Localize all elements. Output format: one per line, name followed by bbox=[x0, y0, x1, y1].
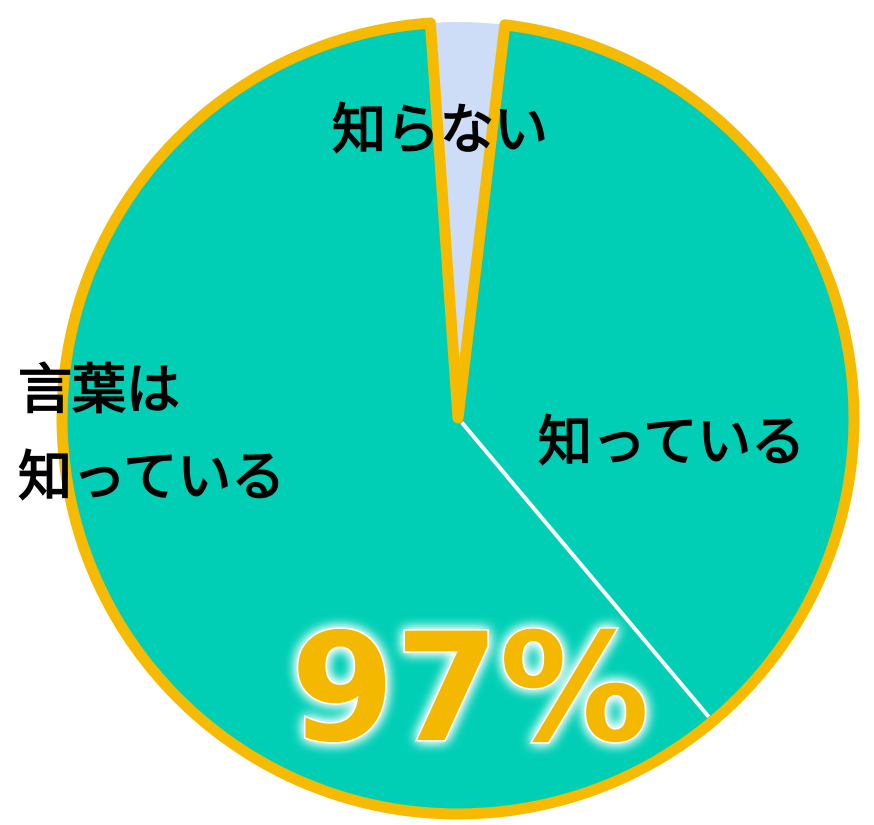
slice-label-kotoba-wa-line-2: 知っている bbox=[18, 445, 285, 508]
pie-slice-shitteiru bbox=[61, 22, 713, 814]
pie-slice-shiranai bbox=[430, 22, 505, 419]
slice-label-shitteiru: 知っている bbox=[538, 410, 805, 473]
percent-annotation: 97% bbox=[290, 602, 649, 776]
slice-label-kotoba-wa-shitteiru: 言葉は 知っている bbox=[18, 358, 285, 508]
pie-slice-kotoba-wa-shitteiru bbox=[458, 24, 854, 722]
slice-label-shiranai: 知らない bbox=[332, 98, 548, 161]
known-slices-border bbox=[56, 17, 860, 820]
slice-label-kotoba-wa-line-1: 言葉は bbox=[18, 358, 180, 421]
slice-divider bbox=[460, 421, 711, 719]
